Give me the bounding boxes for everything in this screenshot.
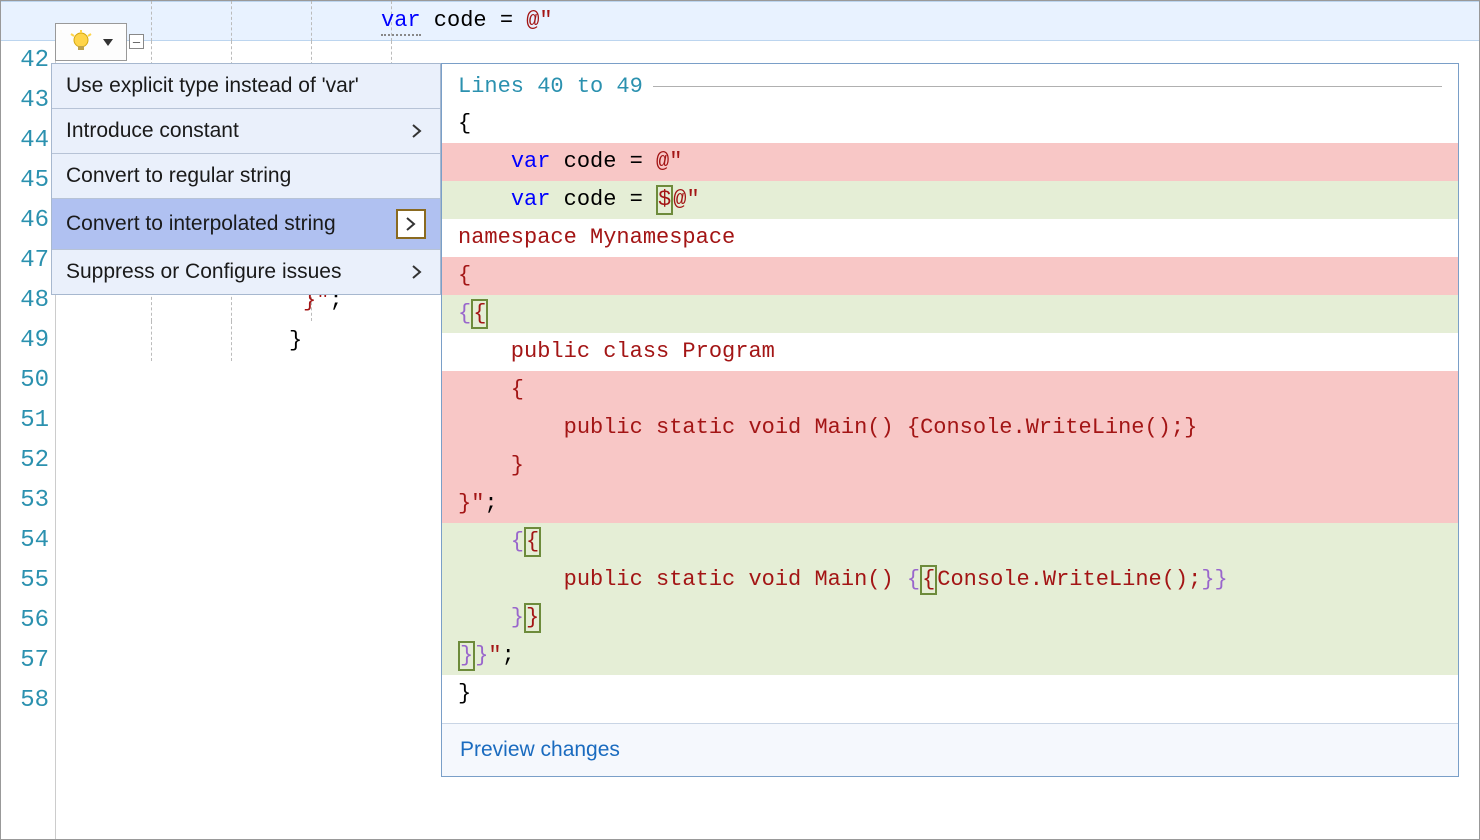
line-number: 42 xyxy=(1,41,49,81)
line-number: 55 xyxy=(1,561,49,601)
diff-line-added: }}"; xyxy=(442,637,1458,675)
diff-line-removed: public static void Main() {Console.Write… xyxy=(442,409,1458,447)
menu-item[interactable]: Introduce constant xyxy=(52,109,440,153)
line-number-gutter: 414243444546474849505152535455565758 xyxy=(1,1,55,839)
preview-changes-link[interactable]: Preview changes xyxy=(442,723,1458,776)
menu-item[interactable]: Use explicit type instead of 'var' xyxy=(52,64,440,108)
chevron-right-icon xyxy=(396,209,426,239)
preview-header: Lines 40 to 49 xyxy=(442,64,1458,105)
line-number: 52 xyxy=(1,441,49,481)
line-number: 56 xyxy=(1,601,49,641)
chevron-right-icon xyxy=(408,122,426,140)
current-line-highlight xyxy=(1,1,1479,41)
quick-actions-bulb[interactable]: – xyxy=(55,23,127,61)
menu-item-label: Suppress or Configure issues xyxy=(66,260,341,284)
diff-line: { xyxy=(442,105,1458,143)
menu-item-label: Use explicit type instead of 'var' xyxy=(66,74,359,98)
diff-line: public class Program xyxy=(442,333,1458,371)
menu-item-label: Convert to interpolated string xyxy=(66,212,336,236)
line-number: 50 xyxy=(1,361,49,401)
lightbulb-icon xyxy=(69,30,93,54)
diff-line-added: {{ xyxy=(442,523,1458,561)
line-number: 45 xyxy=(1,161,49,201)
line-number: 58 xyxy=(1,681,49,721)
line-number: 43 xyxy=(1,81,49,121)
menu-item[interactable]: Convert to interpolated string xyxy=(52,199,440,249)
code-text: var code = @" xyxy=(381,1,553,41)
diff-line-removed: { xyxy=(442,371,1458,409)
code-text: } xyxy=(289,321,302,361)
line-number: 49 xyxy=(1,321,49,361)
diff-line: } xyxy=(442,675,1458,713)
line-number: 44 xyxy=(1,121,49,161)
diff-line-removed: } xyxy=(442,447,1458,485)
line-number: 47 xyxy=(1,241,49,281)
line-number: 46 xyxy=(1,201,49,241)
header-rule xyxy=(653,86,1442,87)
diff-line-removed: { xyxy=(442,257,1458,295)
diff-line-removed: var code = @" xyxy=(442,143,1458,181)
diff-line: namespace Mynamespace xyxy=(442,219,1458,257)
chevron-right-icon xyxy=(408,263,426,281)
line-number: 51 xyxy=(1,401,49,441)
preview-changes-label: Preview changes xyxy=(460,738,620,761)
menu-item[interactable]: Convert to regular string xyxy=(52,154,440,198)
fold-toggle[interactable]: – xyxy=(129,34,144,49)
line-number: 48 xyxy=(1,281,49,321)
menu-item[interactable]: Suppress or Configure issues xyxy=(52,250,440,294)
diff-line-added: var code = $@" xyxy=(442,181,1458,219)
diff-line-added: }} xyxy=(442,599,1458,637)
diff-line-added: public static void Main() {{Console.Writ… xyxy=(442,561,1458,599)
quick-actions-menu: Use explicit type instead of 'var' Introd… xyxy=(51,63,441,295)
menu-item-label: Convert to regular string xyxy=(66,164,291,188)
preview-body: { var code = @" var code = $@"namespace … xyxy=(442,105,1458,723)
line-number: 53 xyxy=(1,481,49,521)
diff-line-added: {{ xyxy=(442,295,1458,333)
preview-header-text: Lines 40 to 49 xyxy=(458,74,643,99)
menu-item-label: Introduce constant xyxy=(66,119,239,143)
code-line: var code = @" xyxy=(131,1,1479,41)
diff-preview-popup: Lines 40 to 49 { var code = @" var code … xyxy=(441,63,1459,777)
line-number: 54 xyxy=(1,521,49,561)
line-number: 57 xyxy=(1,641,49,681)
diff-line-removed: }"; xyxy=(442,485,1458,523)
chevron-down-icon xyxy=(103,39,113,46)
